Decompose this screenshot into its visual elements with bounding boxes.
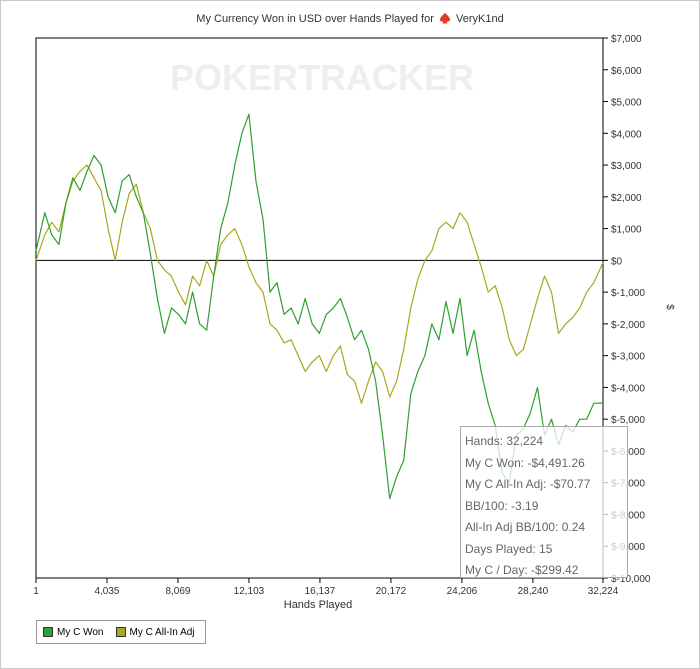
x-tick-label: 28,240 bbox=[518, 586, 549, 597]
legend-item-won[interactable]: My C Won bbox=[43, 627, 104, 638]
watermark: POKERTRACKER bbox=[170, 57, 474, 98]
y-tick-label: $-1,000 bbox=[611, 288, 645, 299]
y-tick-label: $5,000 bbox=[611, 98, 642, 109]
y-tick-label: $-2,000 bbox=[611, 320, 645, 331]
y-tick-label: $0 bbox=[611, 256, 623, 267]
y-tick-label: $-5,000 bbox=[611, 415, 645, 426]
x-tick-label: 4,035 bbox=[94, 586, 119, 597]
legend-swatch-allin bbox=[115, 627, 126, 637]
x-tick-label: 24,206 bbox=[447, 586, 478, 597]
x-tick-label: 8,069 bbox=[165, 586, 190, 597]
legend-item-allin[interactable]: My C All-In Adj bbox=[115, 626, 195, 638]
tooltip-won: My C Won: -$4,491.26 bbox=[465, 455, 585, 470]
y-tick-label: $7,000 bbox=[611, 34, 642, 45]
legend-swatch-won bbox=[43, 627, 53, 637]
y-axis-label: $ bbox=[664, 304, 675, 310]
y-tick-label: $6,000 bbox=[611, 66, 642, 77]
y-tick-label: $-3,000 bbox=[611, 352, 645, 363]
x-ticks: 1 4,035 8,069 12,103 16,137 20,172 24,206 28,24… bbox=[33, 578, 619, 597]
tooltip-bb: BB/100: -3.19 bbox=[465, 498, 539, 513]
y-tick-label: $-4,000 bbox=[611, 383, 645, 394]
tooltip-days: Days Played: 15 bbox=[465, 541, 553, 556]
y-tick-label: $-10,000 bbox=[611, 574, 651, 585]
series-line-allin bbox=[35, 164, 604, 404]
tooltip-perday: My C / Day: -$299.42 bbox=[465, 563, 579, 577]
tooltip-allin-bb: All-In Adj BB/100: 0.24 bbox=[465, 520, 586, 534]
y-tick-label: $1,000 bbox=[611, 225, 642, 236]
x-tick-label: 32,224 bbox=[588, 586, 619, 597]
x-tick-label: 16,137 bbox=[305, 586, 336, 597]
legend-label-allin: My C All-In Adj bbox=[129, 626, 195, 638]
player-name: VeryK1nd bbox=[456, 13, 504, 25]
legend-label-won: My C Won bbox=[57, 626, 104, 638]
x-tick-label: 12,103 bbox=[234, 586, 265, 597]
spade-icon bbox=[439, 13, 450, 24]
hover-tooltip: Hands: 32,224 My C Won: -$4,491.26 My C … bbox=[460, 426, 628, 578]
y-tick-label: $-8,000 bbox=[611, 510, 645, 521]
y-ticks: $7,000 $6,000 $5,000 $4,000 $3,000 $2,000 $1,0… bbox=[603, 34, 651, 585]
tooltip-allin: My C All-In Adj: -$70.77 bbox=[465, 477, 591, 491]
y-tick-label: $2,000 bbox=[611, 193, 642, 204]
x-tick-label: 1 bbox=[33, 586, 39, 597]
chart-title: My Currency Won in USD over Hands Played… bbox=[0, 12, 700, 25]
title-text: My Currency Won in USD over Hands Played… bbox=[196, 13, 434, 25]
y-tick-label: $-6,000 bbox=[611, 447, 645, 458]
y-tick-label: $-9,000 bbox=[611, 542, 645, 553]
y-tick-label: $-7,000 bbox=[611, 479, 645, 490]
y-tick-label: $4,000 bbox=[611, 129, 642, 140]
x-tick-label: 20,172 bbox=[376, 586, 407, 597]
tooltip-hands: Hands: 32,224 bbox=[465, 434, 544, 448]
y-tick-label: $3,000 bbox=[611, 161, 642, 172]
x-axis-label: Hands Played bbox=[284, 599, 353, 611]
legend: My C Won My C All-In Adj bbox=[36, 620, 206, 644]
